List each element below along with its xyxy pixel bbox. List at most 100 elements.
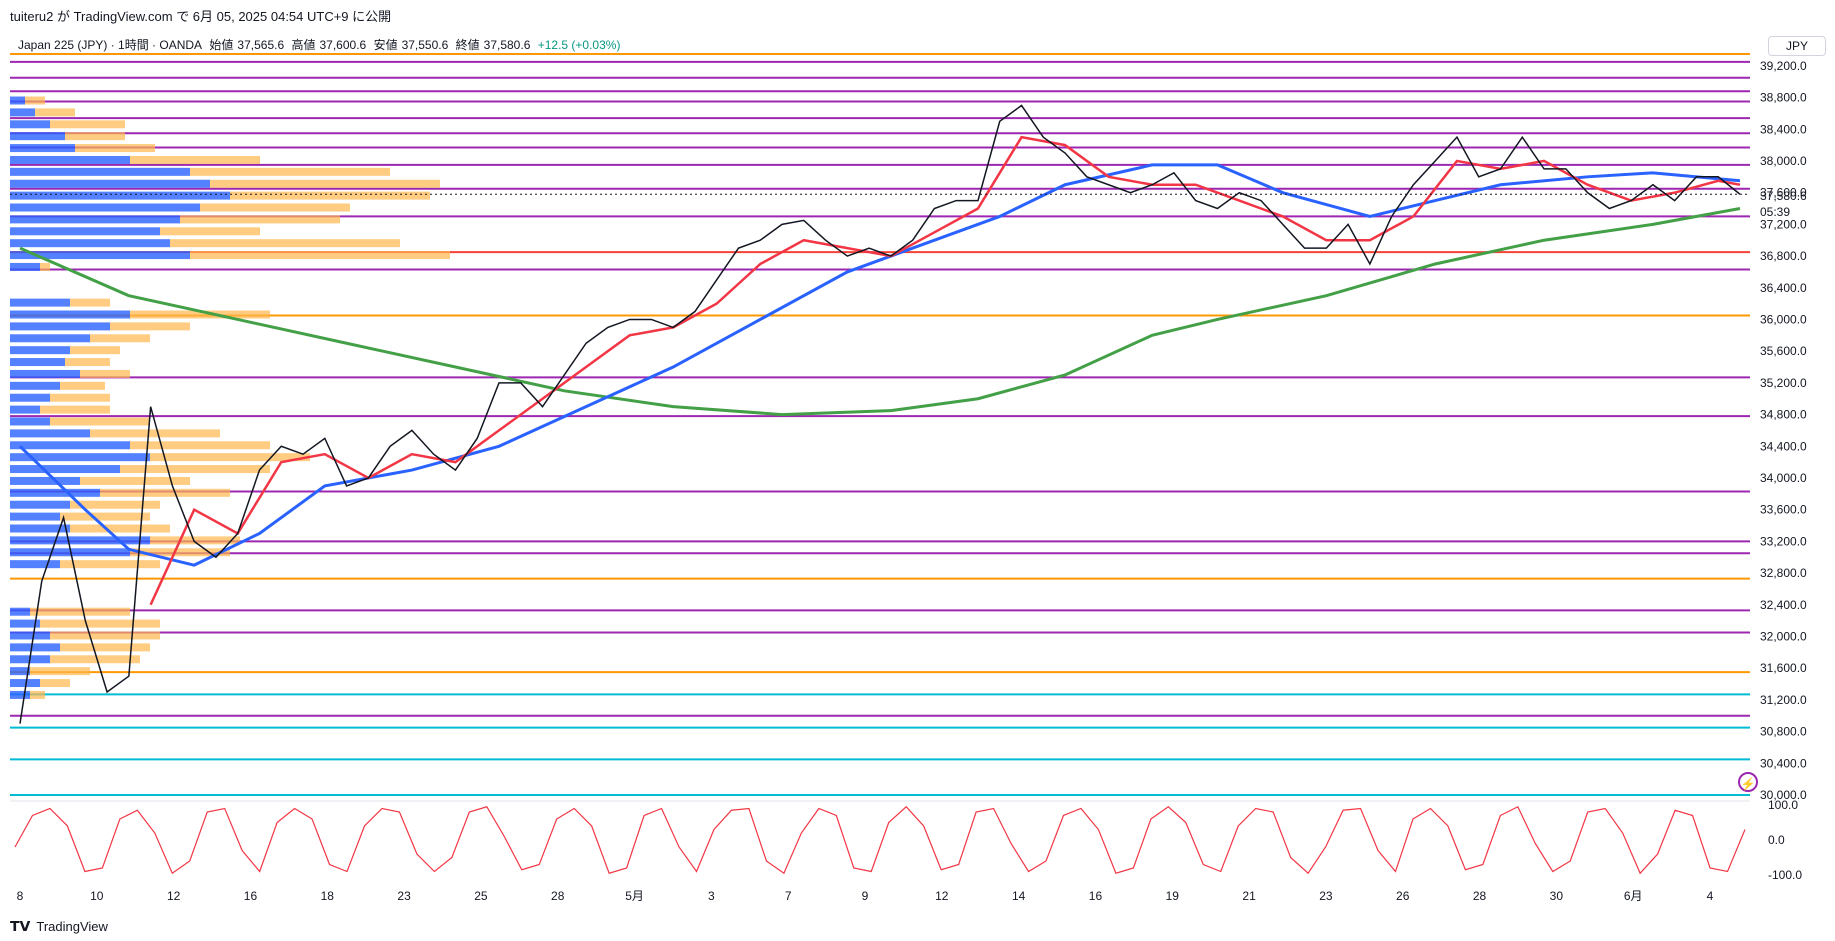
- symbol-info-bar: Japan 225 (JPY) · 1時間 · OANDA 始値 37,565.6…: [18, 36, 624, 53]
- vp-up-bar-1: [10, 108, 35, 117]
- vp-down-bar-40: [50, 631, 160, 640]
- x-tick-label-4: 18: [321, 889, 335, 903]
- brand-name: TradingView: [36, 919, 108, 934]
- vp-up-bar-11: [10, 227, 160, 236]
- vp-down-bar-26: [90, 429, 220, 438]
- open-value: 37,565.6: [237, 38, 285, 52]
- x-tick-label-10: 7: [785, 889, 792, 903]
- vp-down-bar-9: [200, 203, 350, 212]
- vp-up-bar-44: [10, 679, 40, 688]
- vp-down-bar-1: [35, 108, 75, 117]
- y-tick-label-7: 36,400.0: [1760, 281, 1807, 295]
- vp-up-bar-6: [10, 167, 190, 176]
- tradingview-logo-icon: 𝗧𝗩: [10, 918, 31, 934]
- vp-up-bar-8: [10, 191, 230, 200]
- vp-down-bar-19: [70, 346, 120, 355]
- y-tick-label-3: 38,000.0: [1760, 154, 1807, 168]
- osc-tick-label-0: 100.0: [1768, 798, 1798, 812]
- vp-up-bar-41: [10, 643, 60, 652]
- open-label: 始値: [209, 38, 234, 52]
- vp-down-bar-39: [40, 619, 160, 628]
- y-tick-label-10: 35,200.0: [1760, 376, 1807, 390]
- x-tick-label-12: 12: [935, 889, 949, 903]
- vp-down-bar-16: [130, 310, 270, 319]
- x-tick-label-19: 28: [1473, 889, 1487, 903]
- vp-up-bar-28: [10, 453, 150, 462]
- vp-down-bar-27: [130, 441, 270, 450]
- y-tick-label-14: 33,600.0: [1760, 503, 1807, 517]
- close-label: 終値: [455, 38, 480, 52]
- x-tick-label-8: 5月: [625, 889, 644, 903]
- change-value: +12.5 (+0.03%): [537, 38, 621, 52]
- vp-down-bar-42: [50, 655, 140, 664]
- x-tick-label-20: 30: [1550, 889, 1564, 903]
- y-tick-label-11: 34,800.0: [1760, 408, 1807, 422]
- vp-down-bar-41: [60, 643, 150, 652]
- vp-up-bar-19: [10, 346, 70, 355]
- vp-up-bar-9: [10, 203, 200, 212]
- price-line: [19, 104, 1741, 724]
- vp-down-bar-15: [70, 298, 110, 307]
- vp-down-bar-11: [160, 227, 260, 236]
- vp-up-bar-2: [10, 120, 50, 129]
- y-tick-label-22: 30,400.0: [1760, 756, 1807, 770]
- ma-fast-line: [149, 135, 1741, 606]
- low-label: 安値: [373, 38, 398, 52]
- x-tick-label-0: 8: [17, 889, 24, 903]
- series-lines: [10, 104, 1750, 724]
- vp-up-bar-17: [10, 322, 110, 331]
- footer-brand: 𝗧𝗩 TradingView: [10, 918, 108, 935]
- y-tick-label-19: 31,600.0: [1760, 661, 1807, 675]
- vp-down-bar-22: [60, 381, 105, 390]
- ma-slow-line: [19, 207, 1741, 417]
- vp-up-bar-12: [10, 239, 170, 248]
- vp-up-bar-22: [10, 381, 60, 390]
- vp-up-bar-3: [10, 132, 65, 141]
- vp-up-bar-31: [10, 488, 100, 497]
- y-tick-label-21: 30,800.0: [1760, 725, 1807, 739]
- vp-down-bar-43: [30, 667, 90, 676]
- vp-down-bar-30: [80, 476, 190, 485]
- vp-down-bar-28: [150, 453, 310, 462]
- vp-down-bar-29: [120, 465, 270, 474]
- vp-down-bar-14: [40, 262, 50, 271]
- vp-down-bar-18: [90, 334, 150, 343]
- vp-up-bar-23: [10, 393, 50, 402]
- vp-down-bar-38: [30, 607, 130, 616]
- vp-down-bar-33: [60, 512, 150, 521]
- y-axis[interactable]: 39,200.0 38,800.0 38,400.0 38,000.0 37,600.0…: [1760, 59, 1807, 802]
- last-price-label: 37,580.6: [1760, 189, 1807, 203]
- vp-down-bar-25: [50, 417, 150, 426]
- vp-down-bar-3: [65, 132, 125, 141]
- x-tick-label-1: 10: [90, 889, 104, 903]
- vp-down-bar-20: [65, 358, 110, 367]
- vp-up-bar-34: [10, 524, 70, 533]
- vp-up-bar-13: [10, 251, 190, 260]
- vp-up-bar-30: [10, 476, 80, 485]
- lightning-icon[interactable]: ⚡: [1738, 772, 1758, 792]
- y-tick-label-0: 39,200.0: [1760, 59, 1807, 73]
- vp-down-bar-45: [30, 690, 45, 699]
- x-tick-label-2: 12: [167, 889, 181, 903]
- vp-up-bar-21: [10, 369, 80, 378]
- x-tick-label-6: 25: [474, 889, 488, 903]
- vp-up-bar-10: [10, 215, 180, 224]
- vp-up-bar-25: [10, 417, 50, 426]
- vp-up-bar-5: [10, 155, 130, 164]
- vp-down-bar-6: [190, 167, 390, 176]
- y-tick-label-9: 35,600.0: [1760, 344, 1807, 358]
- x-tick-label-21: 6月: [1624, 889, 1643, 903]
- currency-selector[interactable]: JPY: [1768, 36, 1826, 56]
- vp-down-bar-35: [150, 536, 240, 545]
- vp-up-bar-16: [10, 310, 130, 319]
- high-value: 37,600.6: [319, 38, 367, 52]
- x-axis[interactable]: 8 10 12 16 18 23 25 28 5月 3 7 9 12 14 16 19 21 23 26 28 30 6月…: [17, 889, 1714, 903]
- vp-up-bar-37: [10, 560, 60, 569]
- volume-profile: [10, 96, 450, 699]
- x-tick-label-16: 21: [1242, 889, 1256, 903]
- y-tick-label-15: 33,200.0: [1760, 534, 1807, 548]
- symbol-name[interactable]: Japan 225 (JPY) · 1時間 · OANDA: [18, 38, 203, 52]
- vp-down-bar-4: [75, 144, 155, 153]
- x-tick-label-5: 23: [397, 889, 411, 903]
